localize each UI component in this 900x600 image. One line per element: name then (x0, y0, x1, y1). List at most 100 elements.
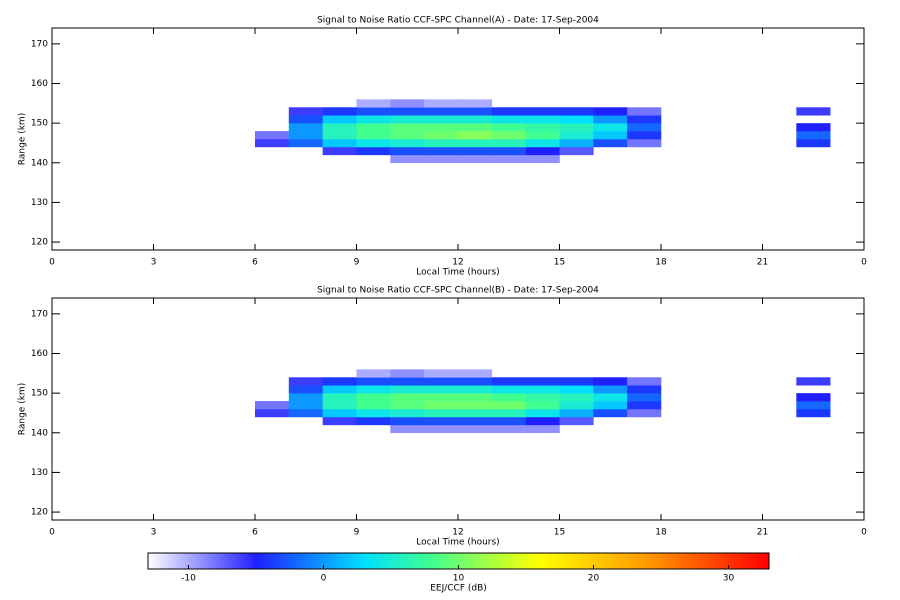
y-tick-label: 130 (31, 198, 48, 208)
x-axis-label: Local Time (hours) (416, 538, 499, 548)
heat-cell (627, 115, 662, 124)
heat-cell (491, 146, 526, 156)
heat-cell (322, 409, 357, 418)
heat-cell (525, 154, 560, 164)
x-tick-label: 0 (861, 258, 867, 268)
heat-cell (627, 107, 662, 116)
x-tick-label: 9 (354, 528, 360, 538)
x-tick-label: 15 (554, 258, 565, 268)
heat-cell (255, 409, 290, 418)
heat-cell (356, 385, 391, 394)
x-tick-label: 18 (655, 528, 667, 538)
heat-cell (559, 115, 594, 124)
heat-cell (627, 385, 662, 394)
heat-cell (390, 115, 425, 124)
heat-cell (491, 393, 526, 402)
heat-cell (288, 107, 323, 116)
heat-cell (322, 139, 357, 148)
heat-cell (559, 385, 594, 394)
heat-cell (356, 369, 391, 378)
heat-cell (593, 123, 628, 132)
x-tick-label: 0 (861, 528, 867, 538)
heat-cell (593, 107, 628, 116)
heat-cell (424, 131, 459, 140)
heat-cell (593, 139, 628, 148)
heat-cell (491, 107, 526, 116)
colorbar-tick-label: 20 (588, 574, 600, 584)
heat-cell (627, 401, 662, 410)
heat-cell (356, 393, 391, 402)
heat-cell (255, 131, 290, 140)
heat-cell (356, 409, 391, 418)
heat-cell (593, 115, 628, 124)
heat-cell (288, 115, 323, 124)
heat-cell (424, 146, 459, 156)
heat-cell (322, 416, 357, 426)
heat-cell (390, 369, 425, 378)
heat-cell (627, 131, 662, 140)
heat-cell (796, 401, 831, 410)
heat-cell (796, 123, 831, 132)
heat-cell (458, 377, 493, 386)
heat-cell (627, 123, 662, 132)
heat-cell (593, 409, 628, 418)
colorbar-tick-label: 10 (453, 574, 465, 584)
heat-cell (424, 409, 459, 418)
heat-cell (424, 385, 459, 394)
heat-cell (390, 401, 425, 410)
heat-cell (525, 146, 560, 156)
heat-cell (593, 131, 628, 140)
heat-cell (390, 424, 425, 434)
y-axis-label: Range (km) (18, 113, 28, 165)
heat-cell (288, 131, 323, 140)
heat-cell (424, 401, 459, 410)
heat-cell (356, 377, 391, 386)
heat-cell (390, 377, 425, 386)
x-tick-label: 6 (252, 258, 258, 268)
heat-cell (424, 393, 459, 402)
heat-cell (491, 154, 526, 164)
heat-cell (796, 377, 831, 386)
heat-cell (424, 154, 459, 164)
heat-cell (356, 99, 391, 108)
y-tick-label: 120 (31, 508, 48, 518)
heat-cell (559, 416, 594, 426)
panel-title: Signal to Noise Ratio CCF-SPC Channel(B)… (317, 286, 599, 296)
heat-cell (458, 115, 493, 124)
heat-cell (593, 393, 628, 402)
heat-cell (390, 409, 425, 418)
colorbar-tick-label: -10 (181, 574, 196, 584)
heat-cell (424, 99, 459, 108)
heat-cell (288, 385, 323, 394)
heat-cell (593, 377, 628, 386)
heat-cell (458, 139, 493, 148)
x-tick-label: 12 (452, 528, 463, 538)
heat-cell (288, 377, 323, 386)
y-tick-label: 150 (31, 389, 48, 399)
heat-cell (627, 393, 662, 402)
heat-cell (491, 131, 526, 140)
x-tick-label: 6 (252, 528, 258, 538)
heat-cell (525, 131, 560, 140)
heat-cell (593, 401, 628, 410)
heat-cell (288, 401, 323, 410)
heat-cell (390, 131, 425, 140)
heat-cell (322, 385, 357, 394)
heat-cell (491, 401, 526, 410)
heat-cell (458, 416, 493, 426)
heat-cell (525, 377, 560, 386)
heat-cell (288, 139, 323, 148)
heat-cell (322, 131, 357, 140)
heat-cell (458, 107, 493, 116)
heat-cell (458, 424, 493, 434)
heat-cell (525, 107, 560, 116)
heat-cell (356, 416, 391, 426)
heat-cell (559, 401, 594, 410)
heat-cell (458, 369, 493, 378)
heat-cell (559, 377, 594, 386)
x-tick-label: 15 (554, 528, 565, 538)
x-tick-label: 21 (757, 528, 768, 538)
heat-cell (525, 424, 560, 434)
y-tick-label: 170 (31, 309, 48, 319)
